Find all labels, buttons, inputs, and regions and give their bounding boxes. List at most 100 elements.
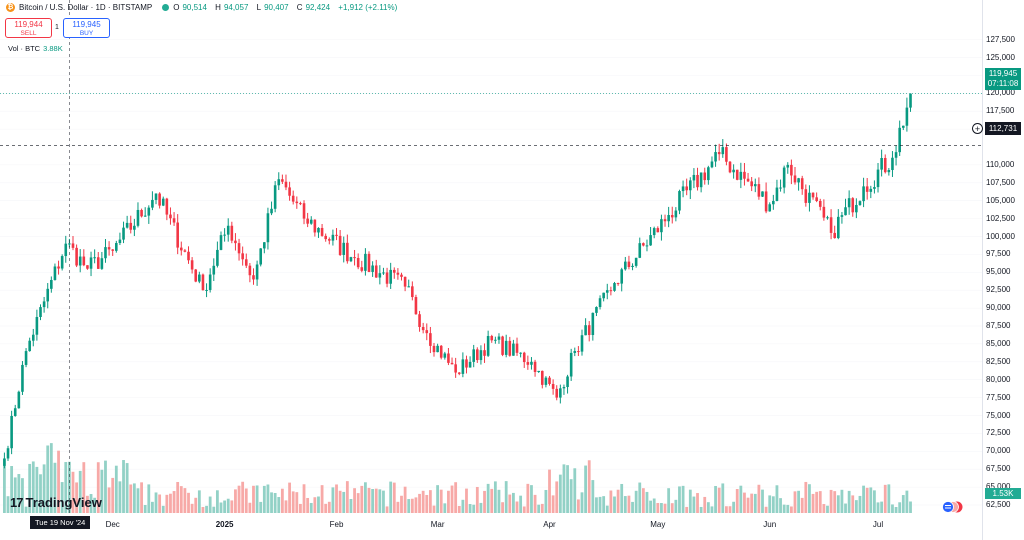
candle (143, 207, 147, 217)
candle-body (411, 286, 414, 298)
candle-body (685, 186, 688, 191)
volume-bar (104, 460, 107, 513)
symbol-header[interactable]: ₿ Bitcoin / U.S. Dollar · 1D · BITSTAMP … (6, 3, 400, 12)
candle (898, 120, 901, 156)
candle (396, 268, 400, 280)
volume-bar (660, 503, 663, 513)
candle-body (901, 125, 905, 128)
candle-body (212, 265, 216, 275)
candle-body (24, 351, 28, 365)
volume-bar (31, 461, 35, 513)
candle-body (775, 187, 779, 201)
price-tick-label: 125,000 (986, 52, 1015, 62)
candle (338, 230, 342, 256)
candle (288, 181, 291, 201)
volume-bar (93, 497, 97, 513)
candle-body (216, 249, 219, 266)
candle (226, 218, 230, 242)
candle (89, 251, 93, 277)
candle-body (118, 239, 122, 243)
candle-body (68, 243, 71, 245)
volume-bar (190, 503, 194, 513)
candle (277, 172, 281, 191)
candle-body (443, 353, 447, 358)
volume-bar (634, 490, 638, 513)
volume-bar (486, 483, 490, 513)
candle (306, 212, 309, 228)
candle-body (548, 377, 551, 384)
candle-body (364, 253, 367, 271)
volume-bar (414, 497, 418, 513)
candle (194, 268, 198, 283)
volume-bar (869, 487, 873, 513)
candle-body (252, 275, 255, 280)
volume-bar (804, 481, 808, 513)
buy-button[interactable]: 119,945 BUY (63, 18, 110, 38)
volume-bar (3, 458, 6, 513)
volume-bar (277, 497, 281, 513)
chart-grid (0, 0, 983, 540)
candle-body (555, 388, 559, 398)
candle-body (815, 197, 818, 201)
volume-bar (479, 502, 483, 513)
candle-body (342, 242, 346, 255)
candle-body (508, 340, 512, 356)
candle-body (371, 265, 374, 272)
sell-button[interactable]: 119,944 SELL (5, 18, 52, 38)
candle-body (50, 279, 53, 289)
candle (335, 228, 338, 241)
candle (342, 236, 346, 263)
candle (883, 154, 887, 174)
candle (324, 233, 327, 242)
price-tick-label: 127,500 (986, 34, 1015, 44)
volume-bar (616, 489, 620, 513)
volume-bar (873, 490, 876, 513)
volume-legend[interactable]: Vol · BTC 3.88K (8, 44, 63, 53)
candle (172, 212, 176, 226)
volume-bar (208, 496, 212, 513)
buy-label: BUY (79, 30, 94, 37)
candle-body (302, 203, 306, 219)
candle (587, 321, 591, 342)
price-tick-label: 92,500 (986, 285, 1011, 295)
candle (118, 232, 122, 246)
candle-body (530, 361, 533, 365)
volume-bar (226, 498, 230, 513)
candle-body (111, 249, 114, 251)
add-alert-plus-icon[interactable]: + (972, 123, 983, 134)
economic-events-flag-icon[interactable] (942, 501, 964, 513)
volume-bar (86, 495, 89, 513)
volume-bar (670, 503, 674, 513)
candle (901, 125, 905, 131)
candle (725, 143, 728, 166)
volume-bar (779, 498, 782, 513)
candle (764, 182, 768, 214)
volume-bar (320, 485, 324, 513)
candle-body (486, 335, 490, 356)
candle (515, 337, 519, 356)
candle (634, 257, 638, 268)
candle-body (891, 157, 894, 171)
candle (465, 355, 468, 374)
candle-body (407, 286, 411, 288)
tradingview-logo[interactable]: 17 TradingView (10, 495, 102, 510)
candle-body (194, 269, 198, 282)
candle (580, 329, 584, 356)
candle-body (710, 161, 714, 168)
volume-bar (771, 496, 775, 513)
volume-bar (331, 487, 335, 513)
volume-bar (262, 485, 266, 513)
candle (602, 292, 605, 302)
volume-bar (533, 494, 537, 513)
candle-body (483, 350, 486, 356)
candle-body (591, 312, 595, 336)
candle (779, 179, 782, 192)
candle (176, 214, 179, 255)
volume-bar (526, 483, 530, 513)
candle-body (259, 248, 263, 265)
time-tick-label: May (650, 520, 666, 529)
volume-bar (844, 503, 847, 513)
candle (392, 267, 396, 279)
candle (299, 201, 302, 206)
